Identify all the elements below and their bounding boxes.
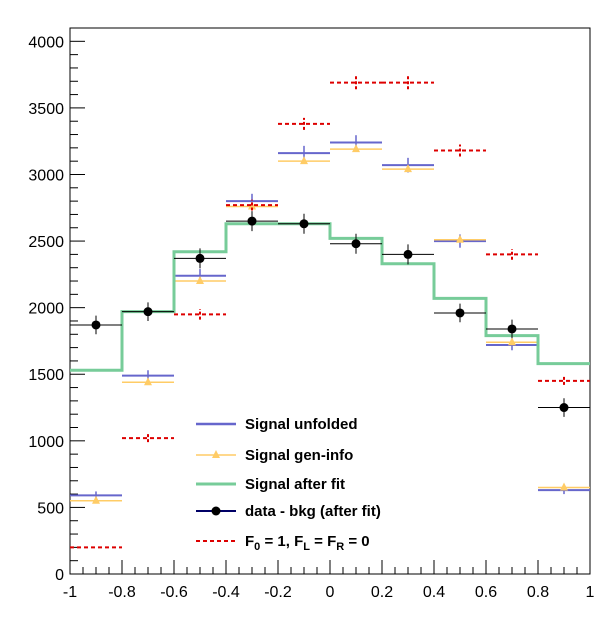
data-point bbox=[403, 249, 413, 259]
triangle-marker bbox=[144, 377, 152, 386]
legend-label: Signal after fit bbox=[245, 476, 345, 493]
y-tick-label: 1000 bbox=[28, 434, 64, 451]
data-point bbox=[143, 307, 153, 317]
legend-label: Signal unfolded bbox=[245, 416, 358, 433]
y-tick-label: 1500 bbox=[28, 367, 64, 384]
legend-marker bbox=[212, 450, 220, 458]
data-point bbox=[351, 239, 361, 249]
data-point bbox=[299, 219, 309, 229]
x-tick-label: 0 bbox=[326, 584, 335, 601]
series-4 bbox=[70, 75, 590, 549]
legend-text-part: F bbox=[245, 533, 254, 550]
data-point bbox=[195, 253, 205, 263]
x-tick-label: 1 bbox=[586, 584, 595, 601]
data-point bbox=[559, 403, 569, 413]
x-tick-label: -0.4 bbox=[212, 584, 240, 601]
triangle-marker bbox=[352, 144, 360, 153]
y-tick-label: 500 bbox=[37, 500, 64, 517]
x-tick-label: 0.4 bbox=[423, 584, 445, 601]
legend-item-4: F0 = 1, FL = FR = 0 bbox=[196, 533, 370, 553]
legend-text-part: = 1, F bbox=[260, 533, 303, 550]
y-tick-label: 2500 bbox=[28, 234, 64, 251]
x-tick-label: -0.6 bbox=[160, 584, 188, 601]
x-tick-label: -0.2 bbox=[264, 584, 292, 601]
data-point bbox=[91, 320, 101, 330]
legend-item-0: Signal unfolded bbox=[196, 416, 358, 433]
triangle-marker bbox=[508, 337, 516, 346]
legend-label: data - bkg (after fit) bbox=[245, 503, 381, 520]
triangle-marker bbox=[404, 164, 412, 173]
data-point bbox=[247, 216, 257, 226]
triangle-marker bbox=[300, 156, 308, 165]
triangle-marker bbox=[456, 234, 464, 243]
legend-subscript: R bbox=[336, 541, 344, 553]
legend-item-3: data - bkg (after fit) bbox=[196, 503, 381, 520]
triangle-marker bbox=[196, 276, 204, 285]
legend-text-part: = 0 bbox=[344, 533, 369, 550]
legend-marker bbox=[211, 506, 221, 516]
legend-label: F0 = 1, FL = FR = 0 bbox=[245, 533, 370, 553]
x-tick-label: 0.2 bbox=[371, 584, 393, 601]
series-3 bbox=[70, 211, 590, 417]
triangle-marker bbox=[92, 495, 100, 504]
x-tick-label: -0.8 bbox=[108, 584, 136, 601]
y-tick-label: 3500 bbox=[28, 101, 64, 118]
triangle-marker bbox=[560, 482, 568, 491]
y-tick-label: 2000 bbox=[28, 301, 64, 318]
x-tick-label: 0.8 bbox=[527, 584, 549, 601]
x-tick-label: 0.6 bbox=[475, 584, 497, 601]
series-layer bbox=[70, 75, 590, 549]
legend-subscript: L bbox=[303, 541, 310, 553]
y-tick-label: 0 bbox=[55, 567, 64, 584]
y-tick-label: 3000 bbox=[28, 167, 64, 184]
legend-subscript: 0 bbox=[254, 541, 260, 553]
legend-label: Signal gen-info bbox=[245, 447, 353, 464]
y-tick-label: 4000 bbox=[28, 34, 64, 51]
data-point bbox=[455, 308, 465, 318]
legend-item-2: Signal after fit bbox=[196, 476, 345, 493]
legend: Signal unfolded Signal gen-info Signal aft… bbox=[196, 416, 381, 553]
legend-item-1: Signal gen-info bbox=[196, 447, 353, 464]
x-tick-label: -1 bbox=[63, 584, 77, 601]
series-1 bbox=[70, 144, 590, 504]
triangle-marker bbox=[248, 201, 256, 210]
axes: -1 -0.8 -0.6 -0.4 -0.2 0 0.2 0.4 0.6 0.8 1 0 500 1000… bbox=[28, 34, 594, 601]
data-point bbox=[507, 324, 517, 334]
legend-text-part: = F bbox=[310, 533, 336, 550]
